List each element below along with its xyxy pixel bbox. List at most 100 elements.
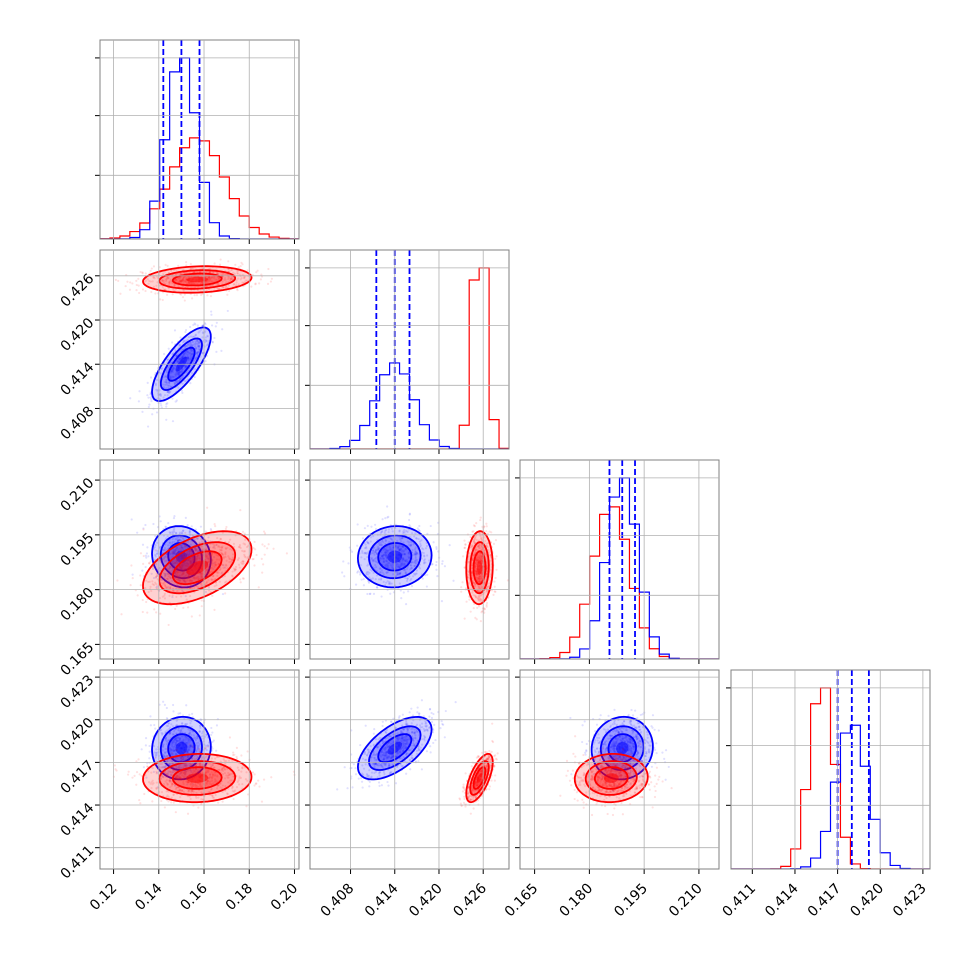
sample-point xyxy=(360,556,363,559)
sample-point xyxy=(237,283,240,286)
sample-point xyxy=(387,582,391,585)
sample-point xyxy=(188,352,191,355)
panel-frame xyxy=(519,459,720,660)
sample-point xyxy=(173,561,176,564)
sample-point xyxy=(407,551,410,554)
sample-point xyxy=(402,553,406,556)
sample-point xyxy=(130,564,133,567)
sample-point xyxy=(185,741,189,744)
sample-point xyxy=(467,576,470,579)
sample-point xyxy=(173,541,176,544)
sample-point xyxy=(165,553,168,556)
sample-point xyxy=(162,700,165,703)
sample-point xyxy=(179,370,182,374)
sample-point xyxy=(193,577,196,580)
sample-point xyxy=(398,548,401,552)
sample-point xyxy=(188,577,191,580)
sample-point xyxy=(410,566,413,570)
sample-point xyxy=(144,523,147,527)
sample-point xyxy=(238,273,241,276)
sample-point xyxy=(477,585,480,588)
sample-point xyxy=(221,800,224,803)
sample-point xyxy=(188,586,192,589)
sample-point xyxy=(152,265,156,268)
sample-point xyxy=(375,574,379,577)
sample-point xyxy=(386,549,390,552)
density-fill xyxy=(186,560,209,575)
sample-point xyxy=(376,548,379,552)
sample-point xyxy=(181,536,184,539)
sample-point xyxy=(169,586,172,589)
sample-point xyxy=(181,355,184,358)
sample-point xyxy=(172,589,175,592)
sample-point xyxy=(174,560,177,563)
sample-point xyxy=(372,559,375,562)
sample-point xyxy=(185,365,188,368)
sample-point xyxy=(183,579,186,582)
sample-point xyxy=(173,745,177,748)
sample-point xyxy=(211,575,214,578)
sample-point xyxy=(407,551,410,554)
sample-point xyxy=(206,744,209,747)
sample-point xyxy=(362,578,365,581)
sample-point xyxy=(196,355,199,358)
sample-point xyxy=(166,535,169,538)
sample-point xyxy=(171,771,175,774)
sample-point xyxy=(211,341,214,344)
sample-point xyxy=(163,574,167,577)
sample-point xyxy=(166,782,170,786)
sample-point xyxy=(186,755,189,759)
sample-point xyxy=(176,381,179,384)
sample-point xyxy=(139,552,143,555)
sample-point xyxy=(469,610,472,613)
sample-point xyxy=(162,776,165,779)
sample-point xyxy=(179,729,182,732)
sample-point xyxy=(258,785,261,788)
sample-point xyxy=(185,550,188,554)
sample-point xyxy=(179,279,182,282)
sample-point xyxy=(177,776,180,779)
sample-point xyxy=(417,537,420,541)
sample-point xyxy=(246,269,249,272)
sample-point xyxy=(478,595,481,598)
sample-point xyxy=(180,532,183,535)
sample-point xyxy=(489,554,492,557)
sample-point xyxy=(165,379,168,382)
sample-point xyxy=(493,585,496,588)
sample-point xyxy=(262,563,265,566)
sample-point xyxy=(182,579,185,582)
sample-point xyxy=(175,399,178,402)
sample-point xyxy=(215,584,218,587)
sample-point xyxy=(443,565,447,568)
sample-point xyxy=(227,275,230,279)
sample-point xyxy=(241,782,244,786)
sample-point xyxy=(173,738,176,741)
sample-point xyxy=(200,572,203,575)
sample-point xyxy=(186,751,189,754)
sample-point xyxy=(475,559,479,562)
sample-point xyxy=(168,732,171,735)
sample-point xyxy=(270,277,273,280)
sample-point xyxy=(179,565,182,568)
sample-point xyxy=(200,757,204,760)
sample-point xyxy=(176,739,179,743)
sample-point xyxy=(187,335,190,339)
sample-point xyxy=(474,582,477,586)
sample-point xyxy=(374,556,378,560)
sample-point xyxy=(221,531,224,534)
sample-point xyxy=(168,754,172,757)
sample-point xyxy=(173,366,176,369)
sample-point xyxy=(201,548,204,551)
sample-point xyxy=(177,739,181,743)
sample-point xyxy=(213,608,216,612)
sample-point xyxy=(163,560,166,563)
sample-point xyxy=(369,536,373,539)
sample-point xyxy=(435,560,438,564)
sample-point xyxy=(188,359,191,362)
sample-point xyxy=(169,565,172,569)
sample-point xyxy=(224,552,227,555)
sample-point xyxy=(208,571,212,574)
sample-point xyxy=(380,539,384,543)
sample-point xyxy=(168,280,171,284)
sample-point xyxy=(181,277,184,281)
